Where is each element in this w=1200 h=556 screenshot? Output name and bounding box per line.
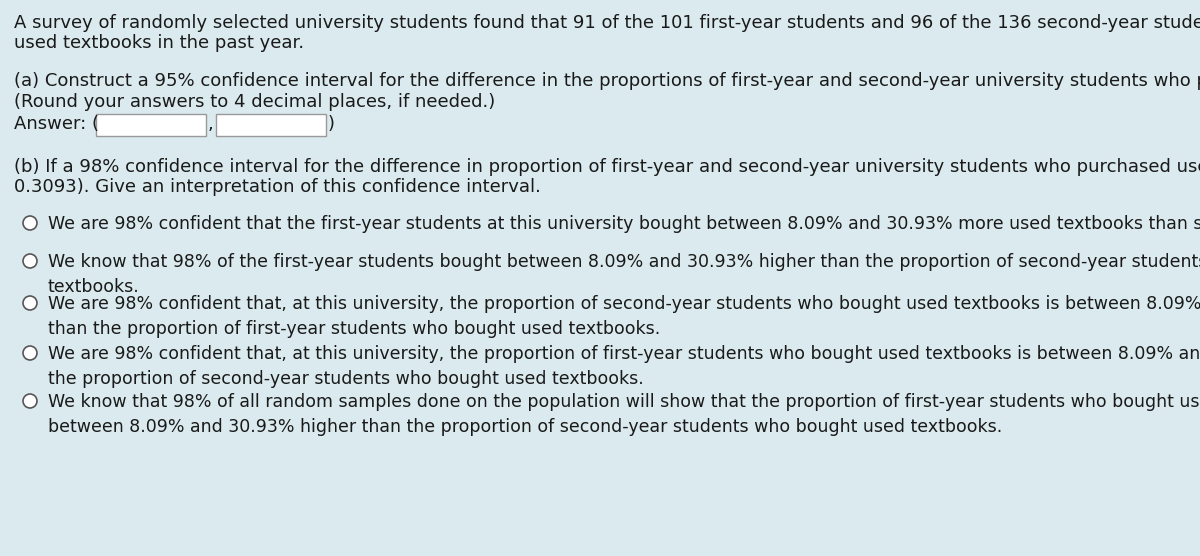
Circle shape (23, 296, 37, 310)
Text: We are 98% confident that the first-year students at this university bought betw: We are 98% confident that the first-year… (48, 215, 1200, 233)
Text: We are 98% confident that, at this university, the proportion of second-year stu: We are 98% confident that, at this unive… (48, 295, 1200, 338)
Circle shape (23, 254, 37, 268)
Text: used textbooks in the past year.: used textbooks in the past year. (14, 34, 304, 52)
Text: (a) Construct a 95% confidence interval for the difference in the proportions of: (a) Construct a 95% confidence interval … (14, 72, 1200, 90)
Circle shape (23, 346, 37, 360)
Text: We know that 98% of all random samples done on the population will show that the: We know that 98% of all random samples d… (48, 393, 1200, 436)
Text: Answer: (: Answer: ( (14, 115, 98, 133)
Text: ): ) (328, 115, 335, 133)
Text: (Round your answers to 4 decimal places, if needed.): (Round your answers to 4 decimal places,… (14, 93, 496, 111)
Text: We are 98% confident that, at this university, the proportion of first-year stud: We are 98% confident that, at this unive… (48, 345, 1200, 388)
Text: (b) If a 98% confidence interval for the difference in proportion of first-year : (b) If a 98% confidence interval for the… (14, 158, 1200, 176)
Text: We know that 98% of the first-year students bought between 8.09% and 30.93% high: We know that 98% of the first-year stude… (48, 253, 1200, 296)
Circle shape (23, 394, 37, 408)
Bar (96, 114, 206, 136)
Text: A survey of randomly selected university students found that 91 of the 101 first: A survey of randomly selected university… (14, 14, 1200, 32)
Text: 0.3093). Give an interpretation of this confidence interval.: 0.3093). Give an interpretation of this … (14, 178, 541, 196)
Bar (216, 114, 326, 136)
Text: ,: , (208, 115, 214, 133)
Circle shape (23, 216, 37, 230)
